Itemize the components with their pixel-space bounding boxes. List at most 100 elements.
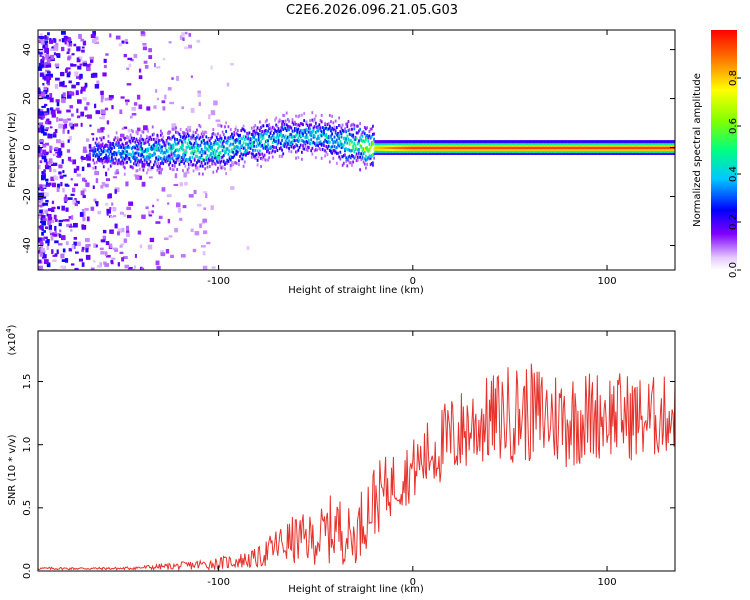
noise-cell bbox=[64, 123, 68, 129]
ridge-cell bbox=[467, 140, 470, 144]
ridge-cell bbox=[558, 148, 561, 152]
ridge-cell bbox=[504, 151, 507, 155]
ridge-cell bbox=[578, 146, 581, 150]
ridge-cell bbox=[100, 148, 103, 152]
ridge-cell bbox=[387, 144, 389, 148]
ridge-cell bbox=[443, 144, 445, 148]
ridge-cell bbox=[607, 144, 610, 148]
ridge-cell bbox=[624, 144, 627, 148]
noise-cell bbox=[80, 111, 85, 117]
ridge-cell bbox=[536, 146, 539, 150]
ridge-cell bbox=[447, 149, 450, 153]
noise-cell bbox=[133, 102, 138, 106]
ridge-cell bbox=[404, 146, 407, 150]
noise-cell bbox=[156, 66, 161, 69]
ridge-cell bbox=[670, 140, 673, 144]
ridge-cell bbox=[458, 146, 461, 150]
ridge-cell bbox=[545, 149, 548, 153]
ridge-cell bbox=[636, 149, 639, 153]
ridge-cell bbox=[311, 141, 314, 145]
ridge-cell bbox=[454, 148, 457, 152]
ridge-cell bbox=[324, 126, 327, 130]
ridge-cell bbox=[323, 148, 325, 152]
ridge-cell bbox=[163, 150, 166, 154]
ridge-cell bbox=[659, 142, 662, 146]
ridge-cell bbox=[386, 144, 388, 148]
ridge-cell bbox=[177, 141, 180, 145]
ridge-cell bbox=[654, 148, 656, 152]
ridge-cell bbox=[420, 140, 423, 144]
ridge-cell bbox=[430, 142, 433, 146]
noise-cell bbox=[58, 39, 62, 42]
ridge-cell bbox=[141, 137, 144, 141]
ridge-cell bbox=[264, 131, 267, 135]
ridge-cell bbox=[388, 151, 391, 155]
ridge-cell bbox=[245, 142, 247, 146]
ridge-cell bbox=[502, 151, 505, 155]
ridge-cell bbox=[368, 130, 371, 134]
ridge-cell bbox=[620, 144, 623, 148]
ridge-cell bbox=[659, 149, 662, 153]
noise-cell bbox=[46, 108, 50, 113]
noise-cell bbox=[100, 185, 104, 189]
ridge-cell bbox=[405, 144, 408, 148]
noise-cell bbox=[47, 216, 53, 222]
ridge-cell bbox=[423, 140, 426, 144]
ridge-cell bbox=[612, 151, 614, 155]
ridge-cell bbox=[366, 148, 369, 152]
ridge-cell bbox=[140, 144, 142, 148]
ridge-cell bbox=[296, 130, 299, 134]
ridge-cell bbox=[310, 138, 313, 142]
noise-cell bbox=[38, 203, 41, 207]
ridge-cell bbox=[619, 142, 621, 146]
ridge-cell bbox=[200, 160, 203, 164]
ridge-cell bbox=[495, 149, 498, 153]
noise-cell bbox=[57, 154, 62, 158]
ridge-cell bbox=[472, 151, 475, 155]
ridge-cell bbox=[183, 161, 186, 165]
ridge-cell bbox=[454, 151, 457, 155]
ridge-cell bbox=[115, 169, 118, 173]
ridge-cell bbox=[584, 142, 586, 146]
ridge-cell bbox=[525, 149, 528, 153]
noise-cell bbox=[130, 59, 134, 62]
ridge-cell bbox=[201, 138, 204, 142]
ridge-cell bbox=[302, 123, 304, 127]
ridge-cell bbox=[556, 144, 558, 148]
ridge-cell bbox=[295, 114, 297, 118]
noise-cell bbox=[46, 245, 49, 250]
noise-cell bbox=[52, 162, 58, 166]
noise-cell bbox=[38, 155, 41, 159]
ridge-cell bbox=[440, 149, 443, 153]
noise-cell bbox=[49, 126, 53, 129]
ridge-cell bbox=[492, 151, 494, 155]
ridge-cell bbox=[125, 154, 127, 158]
ridge-cell bbox=[233, 146, 236, 150]
ridge-cell bbox=[665, 142, 668, 146]
ridge-cell bbox=[501, 151, 504, 155]
ridge-cell bbox=[262, 146, 265, 150]
noise-cell bbox=[95, 244, 98, 248]
ridge-cell bbox=[235, 139, 238, 143]
ridge-cell bbox=[157, 155, 160, 159]
ridge-cell bbox=[316, 137, 318, 141]
ridge-cell bbox=[543, 142, 546, 146]
ridge-cell bbox=[525, 140, 528, 144]
ridge-cell bbox=[565, 151, 568, 155]
noise-cell bbox=[59, 229, 62, 233]
noise-cell bbox=[119, 245, 123, 248]
ridge-cell bbox=[571, 151, 574, 155]
ridge-cell bbox=[469, 151, 472, 155]
ridge-cell bbox=[538, 144, 541, 148]
ridge-cell bbox=[348, 132, 351, 136]
ridge-cell bbox=[234, 146, 237, 150]
noise-cell bbox=[164, 94, 167, 100]
noise-cell bbox=[39, 265, 43, 270]
ridge-cell bbox=[207, 149, 210, 153]
ridge-cell bbox=[488, 140, 491, 144]
noise-cell bbox=[140, 267, 145, 270]
noise-cell bbox=[188, 33, 192, 37]
ridge-cell bbox=[499, 149, 501, 153]
ridge-cell bbox=[655, 148, 657, 152]
noise-cell bbox=[73, 236, 78, 240]
